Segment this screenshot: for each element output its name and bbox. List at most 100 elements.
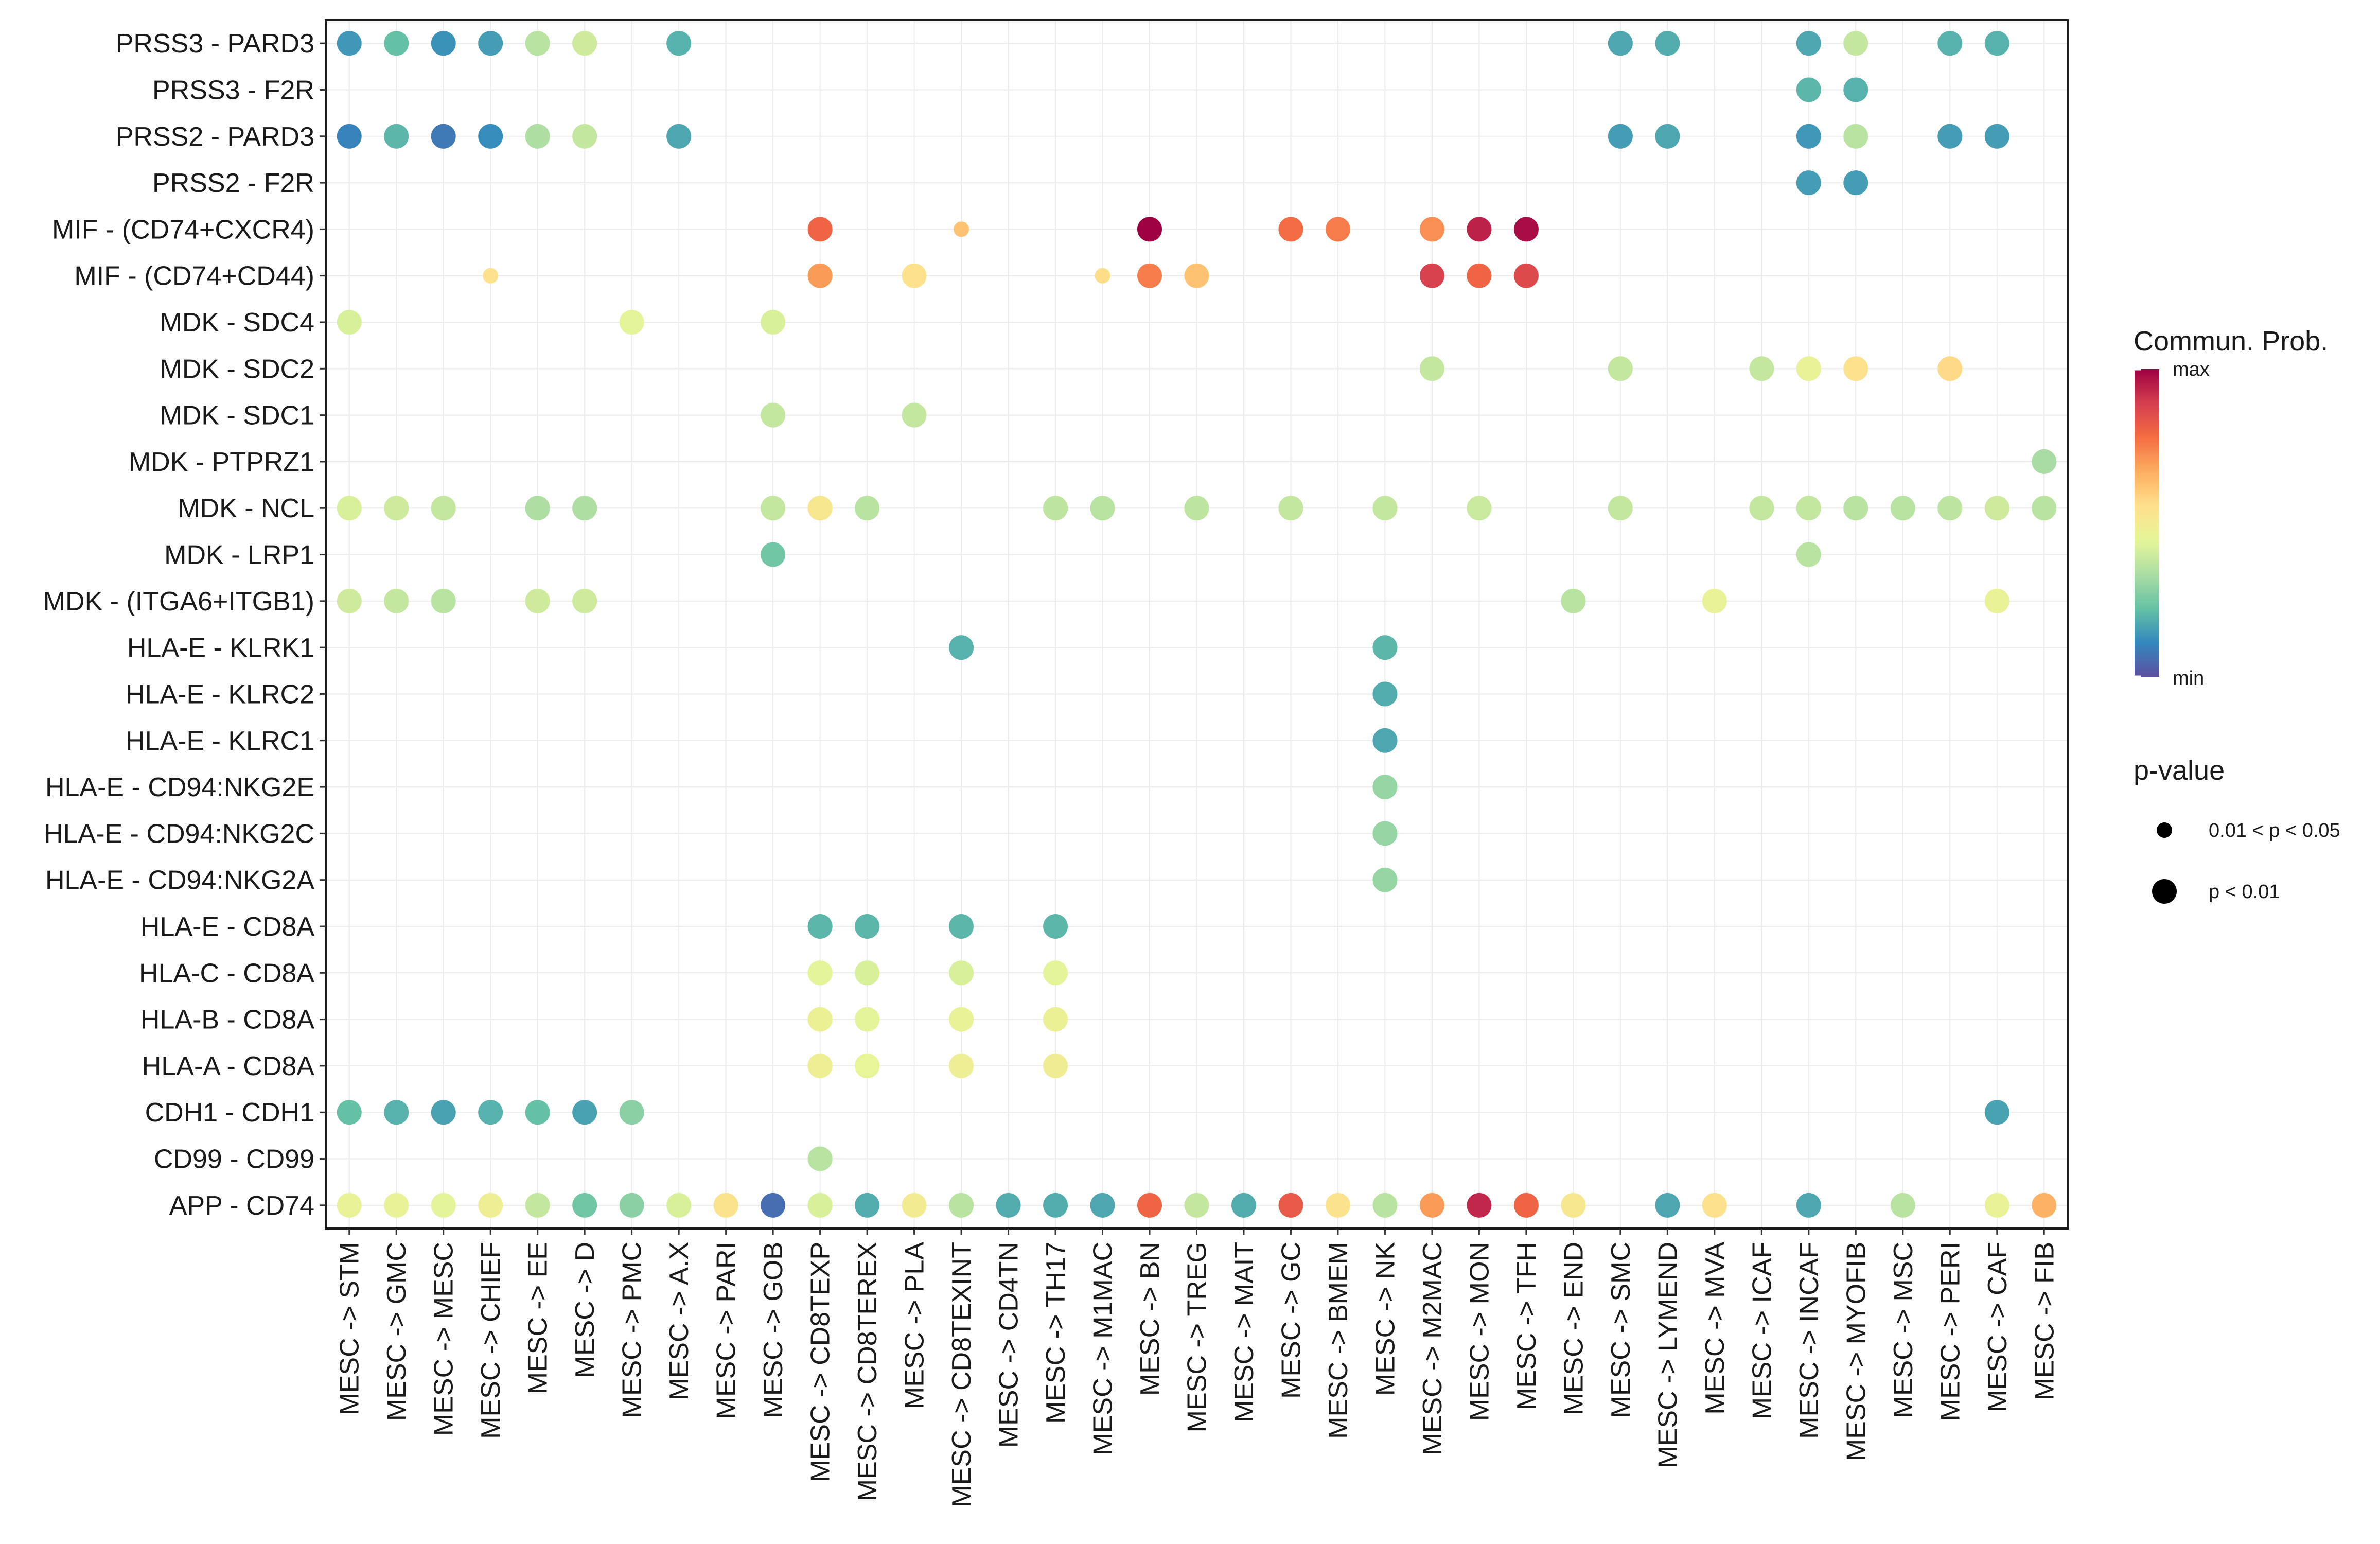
x-tick-label: MESC -> STM xyxy=(335,1242,365,1415)
data-point xyxy=(1702,1192,1727,1218)
data-point xyxy=(1984,1192,2009,1218)
data-point xyxy=(478,1100,503,1125)
data-point xyxy=(761,402,786,428)
x-tick-label: MESC -> SMC xyxy=(1606,1242,1636,1418)
data-point xyxy=(996,1192,1021,1218)
data-point xyxy=(1937,124,1963,149)
data-point xyxy=(1278,496,1303,521)
data-point xyxy=(1984,588,2009,613)
data-point xyxy=(2032,496,2057,521)
x-tick-label: MESC -> CD4TN xyxy=(994,1242,1024,1448)
x-tick-label: MESC -> PARI xyxy=(712,1242,742,1419)
data-point xyxy=(1419,1192,1444,1218)
data-point xyxy=(384,496,409,521)
data-point xyxy=(1043,960,1068,986)
x-tick-label: MESC -> MSC xyxy=(1889,1242,1918,1418)
x-tick-label: MESC -> ICAF xyxy=(1747,1242,1777,1419)
data-point xyxy=(478,124,503,149)
data-point xyxy=(855,496,880,521)
size-legend-small-dot xyxy=(2157,822,2172,838)
data-point xyxy=(1655,1192,1680,1218)
data-point xyxy=(384,588,409,613)
data-point xyxy=(337,588,362,613)
data-point xyxy=(1372,867,1398,892)
data-point xyxy=(1325,217,1350,242)
x-tick-label: MESC -> MYOFIB xyxy=(1841,1242,1871,1461)
colorbar-max-label: max xyxy=(2173,359,2210,380)
data-point xyxy=(1419,263,1444,288)
y-axis-ticks: PRSS3 - PARD3 PRSS3 - F2R PRSS2 - PARD3 PRS… xyxy=(43,29,326,1221)
data-point xyxy=(1137,217,1162,242)
data-point xyxy=(337,31,362,56)
x-tick-label: MESC -> GMC xyxy=(382,1242,412,1421)
y-tick-label: HLA-E - CD94:NKG2C xyxy=(44,819,314,849)
data-point xyxy=(1325,1192,1350,1218)
data-point xyxy=(1043,1007,1068,1032)
data-point xyxy=(1184,1192,1209,1218)
data-point xyxy=(1513,263,1539,288)
data-point xyxy=(949,960,974,986)
data-point xyxy=(1796,170,1821,196)
y-tick-label: PRSS3 - PARD3 xyxy=(116,29,314,59)
data-point xyxy=(1095,268,1110,284)
y-tick-label: HLA-E - KLRK1 xyxy=(127,633,314,663)
data-point xyxy=(666,124,692,149)
data-point xyxy=(1372,635,1398,660)
colorbar-min-label: min xyxy=(2173,668,2204,689)
data-point xyxy=(807,1053,833,1078)
data-point xyxy=(1796,124,1821,149)
data-point xyxy=(1043,1053,1068,1078)
y-tick-label: PRSS2 - F2R xyxy=(152,168,314,198)
data-point xyxy=(1843,124,1868,149)
data-point xyxy=(949,914,974,939)
data-point xyxy=(949,1053,974,1078)
data-point xyxy=(1372,1192,1398,1218)
data-point xyxy=(1090,496,1115,521)
data-point xyxy=(666,1192,692,1218)
x-tick-label: MESC -> END xyxy=(1559,1242,1589,1415)
y-tick-label: PRSS3 - F2R xyxy=(152,75,314,105)
color-legend-title: Commun. Prob. xyxy=(2134,326,2328,357)
data-point xyxy=(807,1192,833,1218)
data-point xyxy=(384,1100,409,1125)
data-point xyxy=(525,588,550,613)
data-point xyxy=(666,31,692,56)
data-point xyxy=(1419,356,1444,381)
data-point xyxy=(1372,681,1398,707)
data-point xyxy=(1890,1192,1915,1218)
data-point xyxy=(761,310,786,335)
x-tick-label: MESC -> MAIT xyxy=(1229,1242,1259,1423)
x-tick-label: MESC -> BN xyxy=(1135,1242,1165,1396)
data-point xyxy=(2032,1192,2057,1218)
x-tick-label: MESC -> CD8TEXINT xyxy=(947,1242,977,1507)
data-point xyxy=(807,263,833,288)
data-point xyxy=(1843,170,1868,196)
data-point xyxy=(337,310,362,335)
data-point xyxy=(1608,31,1633,56)
size-legend-title: p-value xyxy=(2134,755,2225,786)
data-point xyxy=(431,496,456,521)
data-point xyxy=(478,1192,503,1218)
size-legend-large-dot xyxy=(2152,879,2177,904)
x-tick-label: MESC -> A.X xyxy=(664,1242,694,1400)
x-tick-label: MESC -> PERI xyxy=(1935,1242,1965,1421)
data-point xyxy=(1608,124,1633,149)
data-point xyxy=(1796,31,1821,56)
data-point xyxy=(1372,728,1398,753)
size-legend-small-label: 0.01 < p < 0.05 xyxy=(2209,820,2340,841)
x-tick-label: MESC -> TFH xyxy=(1512,1242,1542,1410)
data-point xyxy=(855,960,880,986)
y-tick-label: CDH1 - CDH1 xyxy=(145,1098,314,1128)
data-point xyxy=(855,1053,880,1078)
data-point xyxy=(525,1100,550,1125)
data-point xyxy=(478,31,503,56)
x-tick-label: MESC -> MON xyxy=(1465,1242,1494,1421)
data-point xyxy=(1372,496,1398,521)
data-point xyxy=(1467,496,1492,521)
data-point xyxy=(855,1192,880,1218)
y-tick-label: HLA-A - CD8A xyxy=(142,1051,315,1081)
y-tick-label: MDK - SDC4 xyxy=(160,308,314,338)
data-point xyxy=(619,1100,644,1125)
y-tick-label: MDK - PTPRZ1 xyxy=(129,447,314,477)
x-tick-label: MESC -> MVA xyxy=(1700,1242,1730,1415)
